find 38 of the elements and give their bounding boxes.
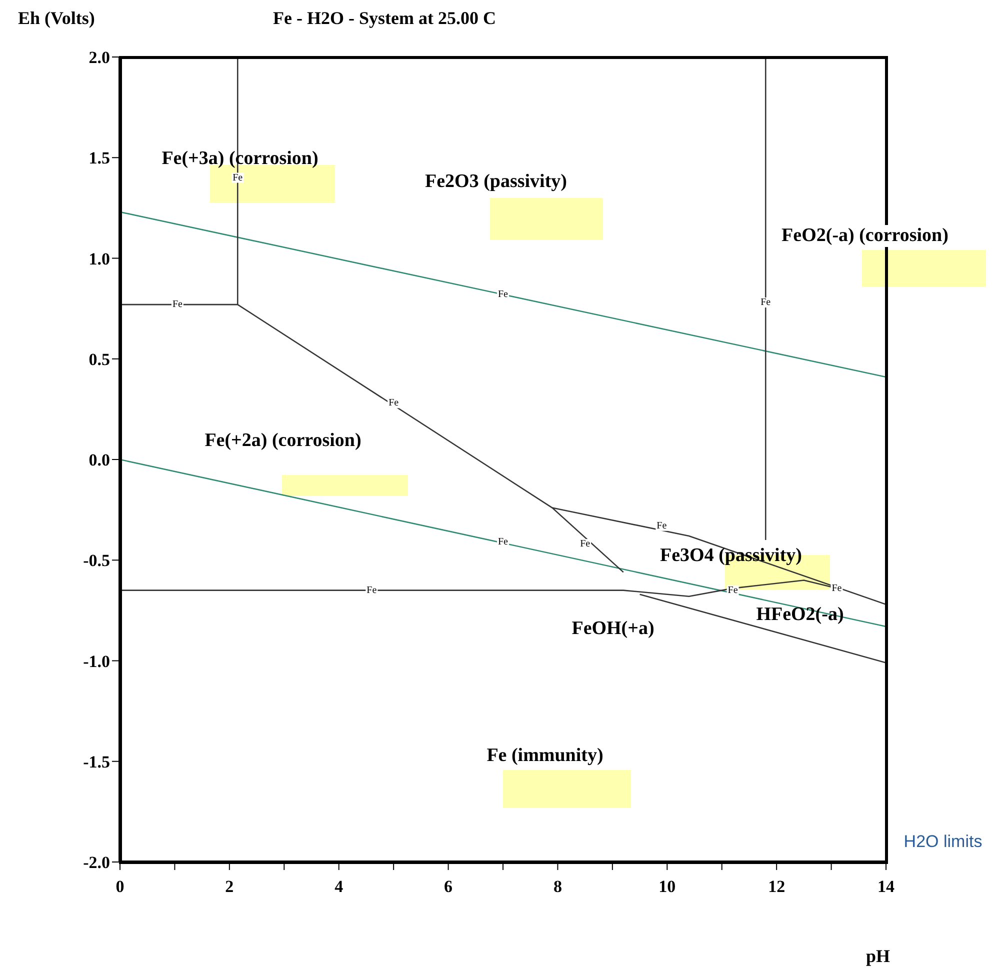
y-tick-label: -1.0	[83, 652, 110, 671]
annotation: Fe	[388, 398, 400, 409]
text: H2O limits	[902, 832, 984, 852]
y-tick-label: 1.0	[88, 249, 110, 268]
x-tick-label: 0	[116, 877, 124, 896]
x-tick-label: 8	[553, 877, 562, 896]
x-tick-label: 10	[658, 877, 676, 896]
x-tick-label: 14	[878, 877, 895, 896]
x-axis-title: pH	[866, 946, 890, 967]
annotation: Fe2O3 (passivity)	[424, 171, 568, 193]
y-tick-label: -1.5	[83, 752, 110, 772]
y-tick-label: 2.0	[88, 48, 110, 68]
annotation: Fe (immunity)	[486, 745, 604, 767]
annotation: Fe(+2a) (corrosion)	[204, 430, 362, 452]
annotation: Fe	[728, 584, 738, 596]
x-tick-label: 2	[225, 877, 234, 896]
annotation: Fe	[498, 288, 509, 300]
y-tick-label: 0.0	[88, 450, 110, 470]
y-tick-label: -2.0	[83, 853, 110, 872]
annotation: Fe	[172, 299, 184, 310]
x-tick-label: 12	[768, 877, 786, 896]
annotation: Fe	[580, 538, 591, 550]
y-tick-label: -0.5	[83, 551, 110, 570]
x-tick-label: 6	[444, 877, 453, 896]
annotation: Fe	[832, 582, 842, 594]
annotation: HFeO2(-a)	[755, 604, 845, 626]
annotation: Fe	[498, 536, 509, 548]
annotation: FeOH(+a)	[570, 618, 656, 640]
y-axis-title: Eh (Volts)	[18, 8, 95, 29]
annotation: Fe	[366, 584, 378, 596]
annotation: Fe	[232, 172, 244, 184]
y-tick-label: 1.5	[88, 148, 110, 168]
annotation: FeO2(-a) (corrosion)	[780, 225, 950, 247]
y-tick-label: 0.5	[88, 350, 110, 369]
chart-title: Fe - H2O - System at 25.00 C	[273, 8, 496, 29]
annotation: Fe	[760, 297, 772, 308]
x-tick-label: 4	[334, 877, 344, 896]
annotation: Fe	[656, 520, 668, 532]
